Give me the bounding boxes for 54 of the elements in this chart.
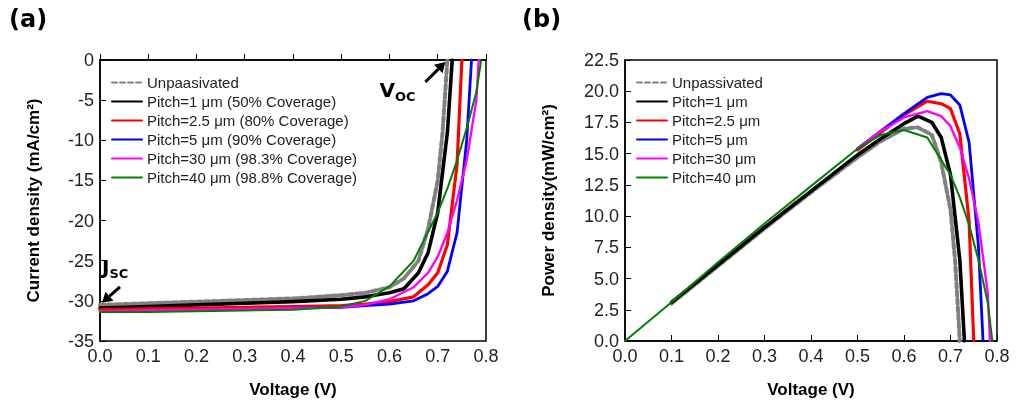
x-tick-label: 0.1 <box>135 346 161 366</box>
y-tick-label: 2.5 <box>593 299 619 320</box>
x-tick-label: 0.6 <box>376 346 403 366</box>
legend-label: Pitch=30 μm <box>672 150 757 167</box>
y-tick-label: -15 <box>67 170 94 191</box>
y-tick-label: 12.5 <box>583 174 619 195</box>
y-tick-label: -5 <box>77 90 94 111</box>
legend-label: Pitch=2.5 μm (80% Coverage) <box>147 112 349 129</box>
y-axis-title: Current density (mA/cm²) <box>24 98 43 303</box>
y-tick-label: -25 <box>67 250 94 271</box>
x-tick-label: 0.5 <box>844 346 871 366</box>
y-tick-label: 20.0 <box>583 81 619 102</box>
y-tick-label: 22.5 <box>583 50 619 70</box>
legend-label: Pitch=1 μm (50% Coverage) <box>147 93 337 110</box>
annotation: J$_{SC}$ <box>102 254 129 281</box>
y-tick-label: 15.0 <box>583 143 619 164</box>
legend-label: Pitch=30 μm (98.3% Coverage) <box>147 150 357 167</box>
chart-title: (a) <box>9 5 48 33</box>
y-tick-label: -10 <box>67 130 94 151</box>
x-tick-label: 0.4 <box>280 346 306 366</box>
x-tick-label: 0.7 <box>425 346 451 366</box>
x-tick-label: 0.7 <box>937 346 964 366</box>
x-tick-label: 0.2 <box>183 346 210 366</box>
legend-label: Pitch=5 μm (90% Coverage) <box>147 131 337 148</box>
legend-label: Pitch=5 μm <box>672 131 748 148</box>
y-tick-label: 0 <box>83 50 94 70</box>
y-tick-label: -20 <box>67 210 94 231</box>
x-tick-label: 0.3 <box>751 346 778 366</box>
x-tick-label: 0.6 <box>891 346 917 366</box>
legend-label: Unpassivated <box>672 74 763 91</box>
legend-label: Pitch=40 μm (98.8% Coverage) <box>147 169 357 186</box>
x-tick-label: 0.8 <box>473 346 499 366</box>
legend-label: Pitch=2.5 μm <box>672 112 761 129</box>
x-tick-label: 0.2 <box>705 346 731 366</box>
x-tick-label: 0.4 <box>798 346 824 366</box>
y-tick-label: 5.0 <box>593 268 619 289</box>
x-tick-label: 0.5 <box>328 346 354 366</box>
legend-label: Pitch=1 μm <box>672 93 748 110</box>
legend-label: Pitch=40 μm <box>672 169 757 186</box>
y-tick-label: 7.5 <box>593 237 619 258</box>
x-tick-label: 0.8 <box>984 346 1010 366</box>
y-axis-title: Power density(mW/cm²) <box>539 104 558 297</box>
x-tick-label: 0.0 <box>612 346 638 366</box>
y-tick-label: 17.5 <box>583 112 619 133</box>
y-tick-label: -30 <box>67 290 94 311</box>
x-tick-label: 0.3 <box>232 346 258 366</box>
x-tick-label: 0.1 <box>658 346 685 366</box>
y-tick-label: 10.0 <box>583 206 619 227</box>
chart-title: (b) <box>522 5 562 33</box>
annotation: V$_{OC}$ <box>379 78 416 104</box>
legend-label: Unpaasivated <box>147 74 239 91</box>
x-axis-title: Voltage (V) <box>767 380 855 399</box>
line-series <box>624 128 994 342</box>
x-axis-title: Voltage (V) <box>249 380 337 399</box>
